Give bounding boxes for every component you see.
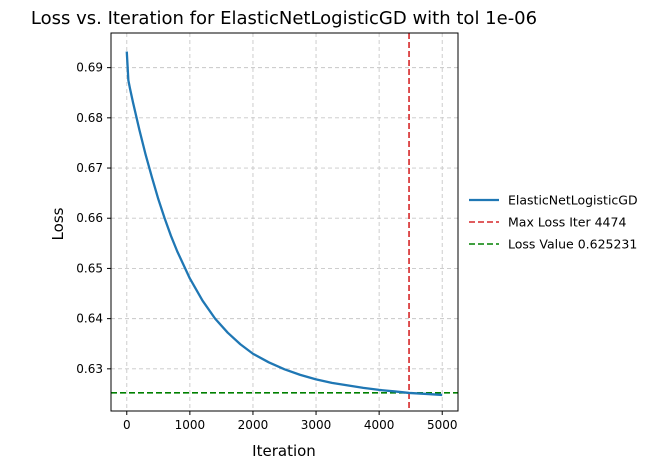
y-tick-label: 0.64: [76, 312, 103, 326]
y-tick-label: 0.69: [76, 61, 103, 75]
grid-lines: [111, 33, 458, 411]
x-tick-label: 1000: [175, 418, 206, 432]
legend-entry-max-loss-iter: Max Loss Iter 4474: [469, 215, 626, 230]
x-tick-label: 2000: [238, 418, 269, 432]
y-axis-ticks: 0.63 0.64 0.65 0.66 0.67 0.68 0.69: [76, 61, 111, 376]
x-tick-label: 0: [123, 418, 131, 432]
legend-label: ElasticNetLogisticGD: [508, 193, 638, 208]
legend-label: Loss Value 0.625231: [508, 237, 637, 252]
x-tick-label: 3000: [301, 418, 332, 432]
chart-title: Loss vs. Iteration for ElasticNetLogisti…: [31, 8, 537, 29]
y-tick-label: 0.63: [76, 362, 103, 376]
plot-lines: [111, 33, 458, 411]
y-tick-label: 0.68: [76, 111, 103, 125]
legend-entry-loss-value: Loss Value 0.625231: [469, 237, 637, 252]
x-tick-label: 5000: [427, 418, 458, 432]
legend: ElasticNetLogisticGD Max Loss Iter 4474 Lo…: [469, 193, 638, 252]
y-axis-label: Loss: [49, 207, 67, 240]
x-axis-ticks: 0 1000 2000 3000 4000 5000: [123, 411, 458, 432]
x-tick-label: 4000: [364, 418, 395, 432]
series-line-elasticnetlogisticgd: [125, 51, 443, 397]
y-tick-label: 0.65: [76, 261, 103, 275]
legend-label: Max Loss Iter 4474: [508, 215, 626, 230]
y-tick-label: 0.66: [76, 211, 103, 225]
x-axis-label: Iteration: [252, 442, 316, 460]
legend-entry-elasticnetlogisticgd: ElasticNetLogisticGD: [469, 193, 638, 208]
plot-frame: [110, 32, 459, 412]
y-tick-label: 0.67: [76, 161, 103, 175]
